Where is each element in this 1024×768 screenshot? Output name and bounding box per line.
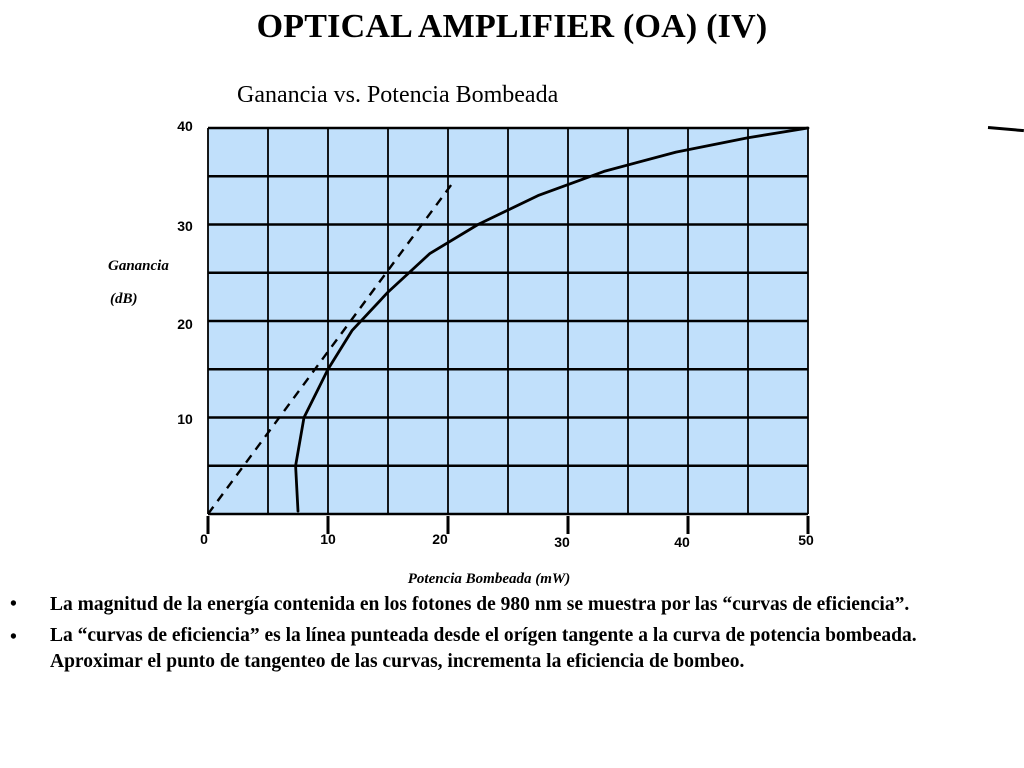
x-tick-label: 20 (432, 531, 448, 547)
y-axis-label-line-2: (dB) (110, 291, 138, 307)
x-tick-label: 30 (554, 534, 570, 550)
tick-labels: 0 10 20 30 40 50 10 20 30 40 (177, 118, 814, 550)
x-tick-label: 40 (674, 534, 690, 550)
slide-title: OPTICAL AMPLIFIER (OA) (IV) (256, 8, 768, 45)
chart-title: Ganancia vs. Potencia Bombeada (237, 82, 559, 108)
bullet-symbol: • (10, 594, 17, 615)
bullet-list: • La magnitud de la energía contenida en… (8, 590, 1008, 675)
y-tick-label: 20 (177, 316, 193, 332)
bullet-item: • La magnitud de la energía contenida en… (8, 590, 1008, 619)
y-axis-label-line-1: Ganancia (108, 258, 169, 274)
y-tick-label: 40 (177, 118, 193, 134)
x-axis-label: Potencia Bombeada (mW) (408, 571, 570, 587)
bullet-text: La “curvas de eficiencia” es la línea pu… (50, 625, 917, 672)
bullet-text: La magnitud de la energía contenida en l… (50, 594, 910, 615)
bullet-item: • La “curvas de eficiencia” es la línea … (8, 623, 1008, 675)
gain-vs-pump-power-chart: 0 10 20 30 40 50 10 20 30 40 Ganancia (dB) Potenc… (108, 118, 814, 587)
gain-curve (294, 126, 810, 513)
series-layer (207, 126, 810, 515)
efficiency-tangent-line (207, 180, 455, 515)
bullet-symbol: • (10, 627, 17, 648)
x-tick-label: 10 (320, 531, 336, 547)
grid (207, 126, 809, 516)
y-tick-label: 30 (177, 218, 193, 234)
x-tick-label: 0 (200, 531, 208, 547)
axes (206, 516, 810, 534)
y-tick-label: 10 (177, 411, 193, 427)
x-tick-label: 50 (798, 532, 814, 548)
